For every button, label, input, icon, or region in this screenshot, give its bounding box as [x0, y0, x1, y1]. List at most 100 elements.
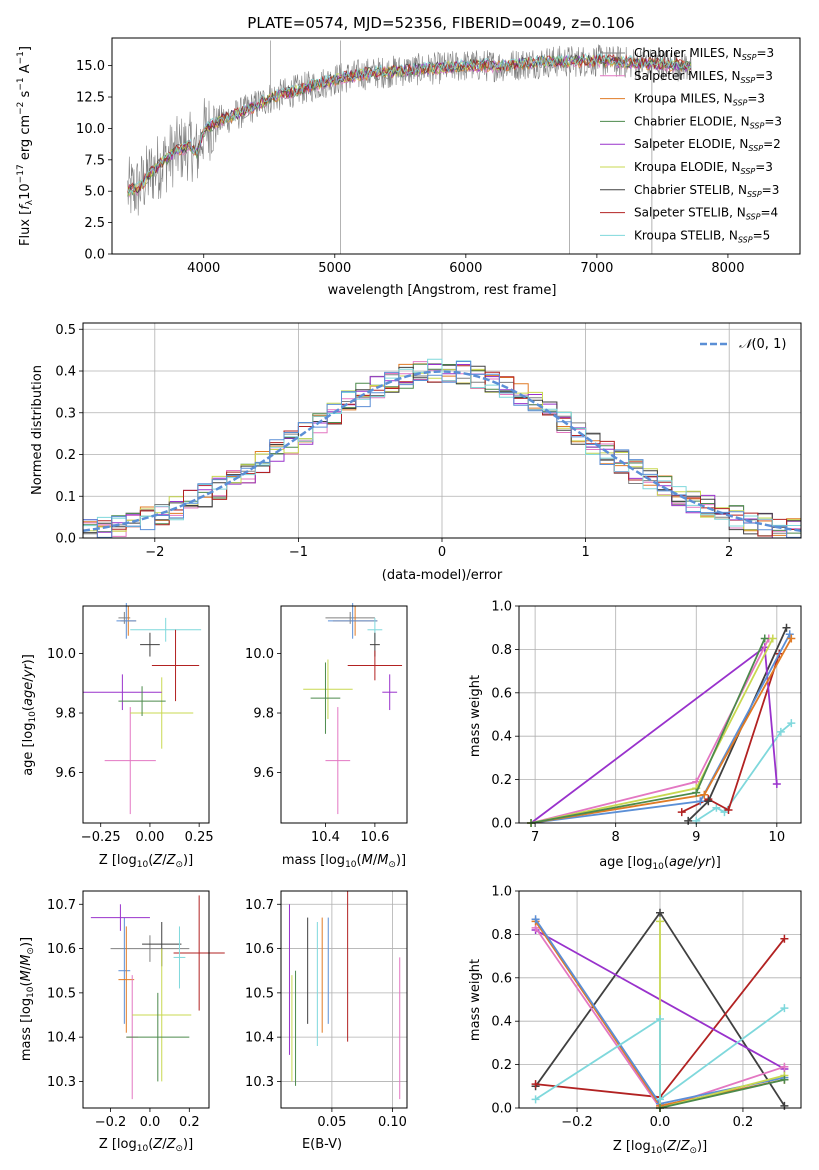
y-tick-label: 9.8 — [253, 707, 274, 722]
model-fit-line — [127, 52, 692, 195]
x-tick-label: −2 — [145, 545, 164, 560]
mass-weight-marker — [780, 934, 789, 943]
weight-z-y-label: mass weight — [468, 959, 483, 1041]
mass-weight-marker — [720, 808, 729, 817]
age-vs-mass-panel: 10.4 10.6 9.6 9.8 10.0 mass [log10(M/M⊙)] — [245, 603, 408, 870]
mass-weight-marker — [656, 908, 664, 917]
mass-vs-metallicity-panel: −0.2 0.0 0.2 10.3 10.4 10.5 10.6 10.7 Z [log10(… — [19, 890, 225, 1154]
mass-z-y-label: mass [log10(M/M⊙)] — [19, 937, 36, 1061]
legend-label: Chabrier STELIB, NSSP=3 — [634, 183, 779, 199]
x-tick-label: 0.05 — [317, 1115, 346, 1130]
spectrum-y-label: Flux [fλ10−17 erg cm−2 s−1 A−1] — [16, 46, 35, 246]
mass-weight-marker — [724, 805, 733, 814]
mass-weight-marker — [677, 808, 686, 817]
mass-weight-marker — [656, 917, 664, 926]
x-tick-label: 0 — [438, 545, 446, 560]
y-tick-label: 9.6 — [55, 766, 76, 781]
mass-weight-marker — [776, 727, 785, 736]
y-tick-label: 10.5 — [47, 986, 76, 1001]
mass-weight-marker — [700, 790, 709, 799]
y-tick-label: 0.4 — [55, 365, 76, 380]
residual-legend: 𝒩(0, 1) — [700, 337, 786, 352]
spectrum-panel: PLATE=0574, MJD=52356, FIBERID=0049, z=0… — [16, 14, 801, 298]
y-tick-label: 1.0 — [491, 600, 512, 615]
y-tick-label: 10.6 — [47, 942, 76, 957]
x-tick-label: 1 — [581, 545, 589, 560]
legend-label: Kroupa STELIB, NSSP=5 — [634, 228, 770, 244]
gaussian-reference-line — [82, 370, 802, 532]
x-tick-label: 9 — [692, 830, 700, 845]
mass-weight-marker — [692, 788, 701, 797]
residual-y-label: Normed distribution — [30, 365, 45, 495]
age-z-y-label: age [log10(age/yr)] — [21, 654, 38, 776]
y-tick-label: 10.7 — [47, 898, 76, 913]
residual-histogram-panel: −2 −1 0 1 2 0.0 0.1 0.2 0.3 0.4 0.5 (data-model)/e… — [30, 322, 802, 583]
x-tick-label: 2 — [725, 545, 733, 560]
x-tick-label: 8 — [612, 830, 620, 845]
mass-weight-marker — [531, 1080, 540, 1089]
y-tick-label: 0.2 — [491, 1058, 512, 1073]
legend-label: Kroupa MILES, NSSP=3 — [634, 92, 765, 108]
residual-x-label: (data-model)/error — [382, 568, 503, 583]
x-tick-label: 0.2 — [179, 1115, 200, 1130]
mass-weight-marker — [780, 1062, 789, 1071]
x-tick-label: 8000 — [711, 261, 744, 276]
weight-age-x-label: age [log10(age/yr)] — [599, 855, 721, 872]
mass-z-x-label: Z [log10(Z/Z⊙)] — [99, 1137, 193, 1154]
x-tick-label: 10.6 — [360, 830, 389, 845]
x-tick-label: 0.2 — [733, 1115, 754, 1130]
mass-weight-line — [681, 653, 781, 813]
mass-weight-line — [659, 1078, 785, 1109]
y-tick-label: 7.5 — [84, 153, 105, 168]
y-tick-label: 0.0 — [491, 1102, 512, 1117]
y-tick-label: 0.1 — [55, 490, 76, 505]
y-tick-label: 2.5 — [84, 216, 105, 231]
x-tick-label: 0.00 — [135, 830, 164, 845]
weight-vs-metallicity-panel: −0.2 0.0 0.2 0.0 0.2 0.4 0.6 0.8 1.0 Z [log10(Z/… — [468, 885, 802, 1156]
x-tick-label: 0.0 — [140, 1115, 161, 1130]
spectrum-legend: Chabrier MILES, NSSP=3 Salpeter MILES, NS… — [600, 46, 782, 244]
y-tick-label: 0.8 — [491, 643, 512, 658]
legend-label: Chabrier ELODIE, NSSP=3 — [634, 114, 782, 130]
mass-weight-marker — [656, 1015, 664, 1024]
y-tick-label: 9.6 — [253, 766, 274, 781]
y-tick-label: 10.0 — [47, 647, 76, 662]
x-tick-label: 0.25 — [185, 830, 214, 845]
mass-weight-marker — [772, 779, 781, 788]
y-tick-label: 0.6 — [491, 971, 512, 986]
y-tick-label: 10.4 — [47, 1031, 76, 1046]
model-fit-line — [127, 54, 691, 193]
mass-weight-marker — [712, 803, 721, 812]
x-tick-label: 10 — [769, 830, 786, 845]
legend-label: Kroupa ELODIE, NSSP=3 — [634, 160, 773, 176]
y-tick-label: 9.8 — [55, 707, 76, 722]
y-tick-label: 0.3 — [55, 406, 76, 421]
mass-weight-marker — [780, 1075, 789, 1084]
y-tick-label: 10.0 — [245, 647, 274, 662]
y-tick-label: 0.4 — [491, 1015, 512, 1030]
mass-weight-marker — [787, 634, 796, 643]
y-tick-label: 0.8 — [491, 928, 512, 943]
y-tick-label: 10.6 — [245, 942, 274, 957]
age-vs-metallicity-panel: −0.25 0.00 0.259.69.810.0 Z [log10(Z/Z⊙)] … — [21, 603, 214, 870]
age-mass-x-label: mass [log10(M/M⊙)] — [282, 853, 406, 870]
mass-weight-marker — [780, 1004, 789, 1013]
y-tick-label: 10.7 — [245, 898, 274, 913]
x-tick-label: 7 — [531, 830, 539, 845]
mass-weight-marker — [760, 634, 769, 643]
y-tick-label: 10.3 — [245, 1075, 274, 1090]
y-tick-label: 10.4 — [245, 1031, 274, 1046]
y-tick-label: 0.0 — [55, 532, 76, 547]
y-tick-label: 0.4 — [491, 730, 512, 745]
x-tick-label: 4000 — [187, 261, 220, 276]
mass-ebv-x-label: E(B-V) — [302, 1137, 342, 1152]
mass-weight-marker — [531, 1095, 540, 1104]
x-tick-label: −0.2 — [561, 1115, 593, 1130]
mass-weight-marker — [787, 719, 796, 728]
mass-weight-marker — [785, 630, 794, 639]
y-tick-label: 0.6 — [491, 686, 512, 701]
y-tick-label: 10.3 — [47, 1075, 76, 1090]
y-tick-label: 0.5 — [55, 323, 76, 338]
x-tick-label: −1 — [289, 545, 308, 560]
mass-weight-marker — [782, 623, 791, 632]
